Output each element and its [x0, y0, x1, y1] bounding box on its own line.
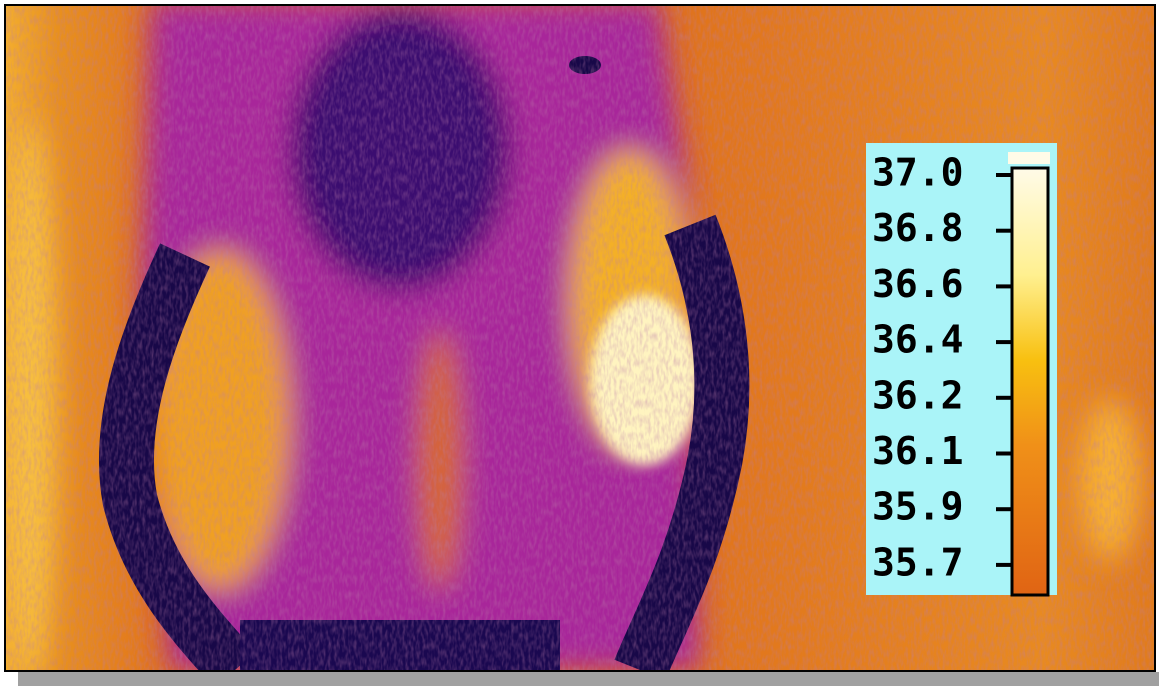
shadow	[18, 672, 1159, 686]
colorbar-label: 36.2	[872, 373, 964, 417]
colorbar-label: 37.0	[872, 151, 964, 195]
colorbar-label: 36.4	[872, 318, 964, 362]
colorbar-label: 36.6	[872, 262, 964, 306]
colorbar-label: 36.1	[872, 429, 964, 473]
thermal-view: 37.0 36.8 36.6 36.4 36.2 36.1 35.9 35.7	[0, 0, 1159, 686]
colorbar-label: 35.9	[872, 485, 964, 529]
colorbar: 37.0 36.8 36.6 36.4 36.2 36.1 35.9 35.7	[866, 143, 1057, 595]
colorbar-label: 35.7	[872, 540, 964, 584]
page: 37.036.836.636.436.236.135.935.7 (() => …	[0, 0, 1159, 686]
colorbar-cap	[1008, 152, 1050, 164]
colorbar-gradient	[1012, 168, 1048, 595]
colorbar-label: 36.8	[872, 206, 964, 250]
